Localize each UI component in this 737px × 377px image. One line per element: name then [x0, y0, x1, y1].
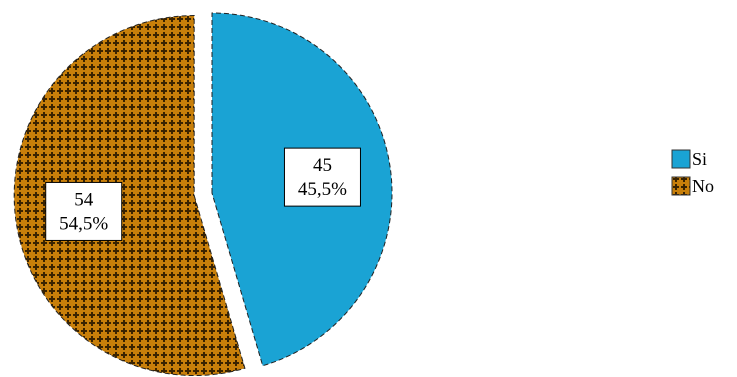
- data-label-no: 54 54,5%: [45, 181, 123, 241]
- legend-swatch-no: [671, 176, 691, 196]
- legend: Si No: [671, 149, 714, 196]
- data-label-value: 54: [74, 189, 94, 210]
- data-label-value: 45: [313, 155, 332, 176]
- data-label-percent: 54,5%: [59, 213, 108, 234]
- data-label-box: [283, 147, 361, 207]
- legend-label-no: No: [692, 176, 714, 196]
- data-label-box: [45, 181, 123, 241]
- legend-item-no: No: [671, 176, 714, 196]
- pie-slice-no: [13, 15, 246, 377]
- data-label-percent: 45,5%: [298, 179, 347, 200]
- legend-swatch-si: [671, 149, 691, 169]
- legend-label-si: Si: [692, 149, 707, 169]
- legend-item-si: Si: [671, 149, 707, 169]
- data-label-si: 45 45,5%: [283, 147, 361, 207]
- data-labels-layer: 45 45,5% 54 54,5%: [45, 147, 361, 241]
